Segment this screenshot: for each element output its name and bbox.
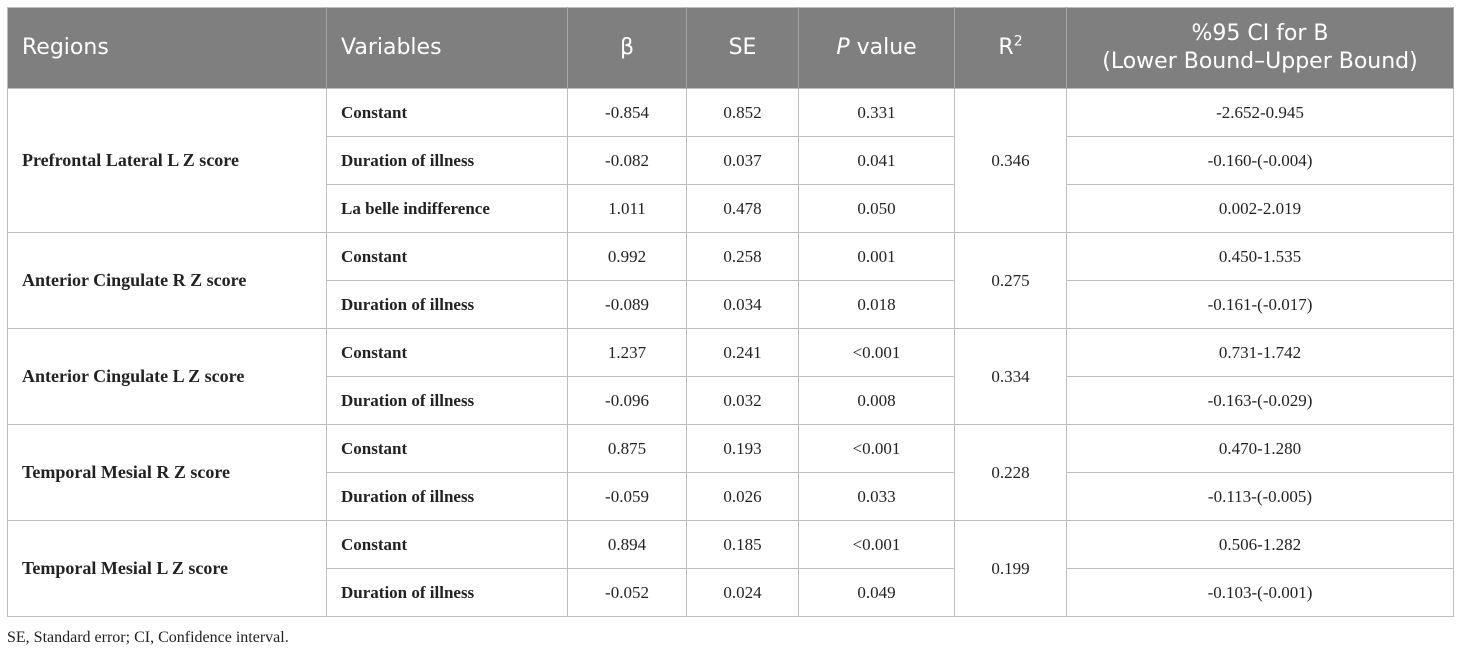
ci-cell: -0.103-(-0.001) (1066, 568, 1454, 617)
r2-cell: 0.275 (954, 232, 1067, 329)
se-cell: 0.037 (686, 136, 799, 185)
p-value-cell: 0.041 (798, 136, 955, 185)
se-cell: 0.024 (686, 568, 799, 617)
ci-cell: -0.113-(-0.005) (1066, 472, 1454, 521)
variable-cell: Duration of illness (326, 472, 568, 521)
se-cell: 0.032 (686, 376, 799, 425)
variable-cell: Constant (326, 328, 568, 377)
r2-cell: 0.346 (954, 88, 1067, 233)
table-footnote: SE, Standard error; CI, Confidence inter… (7, 629, 289, 646)
p-value-cell: 0.008 (798, 376, 955, 425)
header-ci: %95 CI for B (Lower Bound–Upper Bound) (1066, 7, 1454, 89)
beta-cell: -0.854 (567, 88, 687, 137)
variable-cell: Constant (326, 520, 568, 569)
header-p-italic: P (836, 35, 850, 60)
table-row: Anterior Cingulate L Z score Constant 1.23… (7, 328, 1454, 425)
table-row: Temporal Mesial L Z score Constant 0.894 0.… (7, 520, 1454, 617)
beta-cell: 0.894 (567, 520, 687, 569)
beta-cell: -0.052 (567, 568, 687, 617)
variable-cell: Constant (326, 232, 568, 281)
region-cell: Temporal Mesial R Z score (7, 424, 327, 521)
se-cell: 0.193 (686, 424, 799, 473)
table-header: Regions Variables β SE P value R2 %95 CI… (7, 7, 1454, 89)
regression-table-container: Regions Variables β SE P value R2 %95 CI… (7, 7, 1454, 617)
p-value-cell: 0.049 (798, 568, 955, 617)
se-cell: 0.258 (686, 232, 799, 281)
beta-cell: 0.992 (567, 232, 687, 281)
table-row: Duration of illness -0.052 0.024 0.049 -0.10… (8, 568, 1454, 617)
header-p-value: P value (798, 7, 955, 89)
header-se: SE (686, 7, 799, 89)
se-cell: 0.026 (686, 472, 799, 521)
table-row: La belle indifference 1.011 0.478 0.050 0.00… (8, 184, 1454, 233)
ci-cell: -0.163-(-0.029) (1066, 376, 1454, 425)
p-value-cell: 0.331 (798, 88, 955, 137)
ci-cell: 0.470-1.280 (1066, 424, 1454, 473)
beta-cell: -0.059 (567, 472, 687, 521)
ci-cell: 0.731-1.742 (1066, 328, 1454, 377)
ci-cell: 0.002-2.019 (1066, 184, 1454, 233)
se-cell: 0.185 (686, 520, 799, 569)
header-ci-line1: %95 CI for B (1191, 21, 1329, 46)
region-cell: Prefrontal Lateral L Z score (7, 88, 327, 233)
beta-cell: -0.096 (567, 376, 687, 425)
se-cell: 0.852 (686, 88, 799, 137)
beta-cell: 1.011 (567, 184, 687, 233)
regression-table: Regions Variables β SE P value R2 %95 CI… (7, 7, 1454, 617)
ci-cell: -2.652-0.945 (1066, 88, 1454, 137)
p-value-cell: <0.001 (798, 424, 955, 473)
header-ci-line2: (Lower Bound–Upper Bound) (1102, 49, 1418, 74)
ci-cell: 0.506-1.282 (1066, 520, 1454, 569)
variable-cell: Duration of illness (326, 280, 568, 329)
header-variables: Variables (326, 7, 568, 89)
header-p-rest: value (849, 35, 917, 60)
ci-cell: -0.161-(-0.017) (1066, 280, 1454, 329)
ci-cell: 0.450-1.535 (1066, 232, 1454, 281)
beta-cell: 0.875 (567, 424, 687, 473)
p-value-cell: <0.001 (798, 328, 955, 377)
beta-cell: -0.089 (567, 280, 687, 329)
table-row: Temporal Mesial R Z score Constant 0.875 0.… (7, 424, 1454, 521)
region-cell: Anterior Cingulate L Z score (7, 328, 327, 425)
header-beta: β (567, 7, 687, 89)
table-row: Anterior Cingulate R Z score Constant 0.99… (7, 232, 1454, 329)
p-value-cell: 0.050 (798, 184, 955, 233)
p-value-cell: 0.001 (798, 232, 955, 281)
r2-cell: 0.199 (954, 520, 1067, 617)
ci-cell: -0.160-(-0.004) (1066, 136, 1454, 185)
variable-cell: Constant (326, 88, 568, 137)
se-cell: 0.478 (686, 184, 799, 233)
table-body: Prefrontal Lateral L Z score Constant -0.8… (7, 88, 1454, 617)
p-value-cell: <0.001 (798, 520, 955, 569)
header-r2: R2 (954, 7, 1067, 89)
header-r2-base: R (998, 35, 1014, 60)
se-cell: 0.034 (686, 280, 799, 329)
se-cell: 0.241 (686, 328, 799, 377)
header-r2-sup: 2 (1013, 33, 1023, 50)
table-row: Duration of illness -0.089 0.034 0.018 -0.16… (8, 280, 1454, 329)
r2-cell: 0.228 (954, 424, 1067, 521)
variable-cell: Duration of illness (326, 376, 568, 425)
table-row: Duration of illness -0.059 0.026 0.033 -0.11… (8, 472, 1454, 521)
r2-cell: 0.334 (954, 328, 1067, 425)
variable-cell: Duration of illness (326, 568, 568, 617)
beta-cell: -0.082 (567, 136, 687, 185)
variable-cell: La belle indifference (326, 184, 568, 233)
p-value-cell: 0.018 (798, 280, 955, 329)
table-row: Prefrontal Lateral L Z score Constant -0.8… (7, 88, 1454, 233)
header-regions: Regions (7, 7, 327, 89)
p-value-cell: 0.033 (798, 472, 955, 521)
table-row: Duration of illness -0.096 0.032 0.008 -0.16… (8, 376, 1454, 425)
region-cell: Temporal Mesial L Z score (7, 520, 327, 617)
table-row: Duration of illness -0.082 0.037 0.041 -0.16… (8, 136, 1454, 185)
region-cell: Anterior Cingulate R Z score (7, 232, 327, 329)
variable-cell: Constant (326, 424, 568, 473)
beta-cell: 1.237 (567, 328, 687, 377)
variable-cell: Duration of illness (326, 136, 568, 185)
